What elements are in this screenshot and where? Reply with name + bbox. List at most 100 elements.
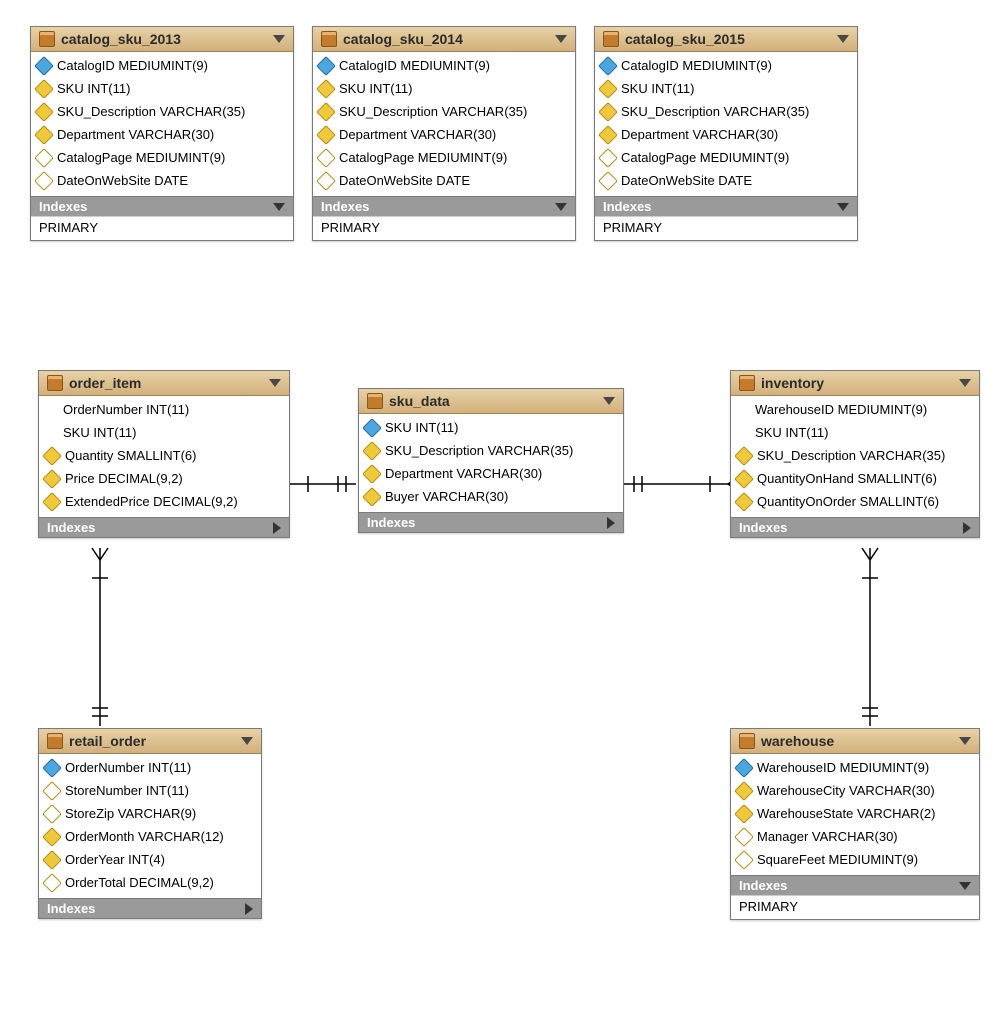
column-row[interactable]: SKU INT(11) [601, 77, 851, 100]
indexes-body[interactable]: PRIMARY [731, 895, 979, 919]
table-header[interactable]: inventory [731, 371, 979, 396]
column-row[interactable]: OrderNumber INT(11) [45, 756, 255, 779]
column-row[interactable]: StoreZip VARCHAR(9) [45, 802, 255, 825]
column-row[interactable]: Buyer VARCHAR(30) [365, 485, 617, 508]
indexes-header[interactable]: Indexes [595, 196, 857, 216]
column-row[interactable]: SKU INT(11) [45, 421, 283, 444]
table-title: catalog_sku_2013 [61, 31, 181, 47]
column-row[interactable]: SKU_Description VARCHAR(35) [365, 439, 617, 462]
indexes-body[interactable]: PRIMARY [595, 216, 857, 240]
indexes-header[interactable]: Indexes [39, 898, 261, 918]
column-label: CatalogID MEDIUMINT(9) [339, 57, 490, 74]
column-row[interactable]: CatalogPage MEDIUMINT(9) [319, 146, 569, 169]
column-row[interactable]: QuantityOnHand SMALLINT(6) [737, 467, 973, 490]
column-row[interactable]: Price DECIMAL(9,2) [45, 467, 283, 490]
column-row[interactable]: Department VARCHAR(30) [601, 123, 851, 146]
column-row[interactable]: OrderNumber INT(11) [45, 398, 283, 421]
table-header[interactable]: catalog_sku_2015 [595, 27, 857, 52]
indexes-header[interactable]: Indexes [731, 517, 979, 537]
column-row[interactable]: WarehouseCity VARCHAR(30) [737, 779, 973, 802]
columns-list: CatalogID MEDIUMINT(9) SKU INT(11)SKU_Des… [31, 52, 293, 196]
table-sku_data[interactable]: sku_dataSKU INT(11)SKU_Description VARCH… [358, 388, 624, 533]
column-row[interactable]: OrderTotal DECIMAL(9,2) [45, 871, 255, 894]
column-row[interactable]: SKU_Description VARCHAR(35) [737, 444, 973, 467]
indexes-header[interactable]: Indexes [359, 512, 623, 532]
collapse-icon[interactable] [837, 35, 849, 43]
column-row[interactable]: StoreNumber INT(11) [45, 779, 255, 802]
table-warehouse[interactable]: warehouseWarehouseID MEDIUMINT(9)Warehou… [730, 728, 980, 920]
column-row[interactable]: SKU INT(11) [319, 77, 569, 100]
indexes-header[interactable]: Indexes [39, 517, 289, 537]
collapse-icon[interactable] [241, 737, 253, 745]
table-header[interactable]: catalog_sku_2014 [313, 27, 575, 52]
column-row[interactable]: Quantity SMALLINT(6) [45, 444, 283, 467]
column-row[interactable]: OrderMonth VARCHAR(12) [45, 825, 255, 848]
indexes-body[interactable]: PRIMARY [31, 216, 293, 240]
indexes-label: Indexes [47, 901, 95, 916]
column-row[interactable]: WarehouseID MEDIUMINT(9) [737, 756, 973, 779]
column-row[interactable]: Manager VARCHAR(30) [737, 825, 973, 848]
collapse-icon[interactable] [959, 737, 971, 745]
column-label: CatalogID MEDIUMINT(9) [57, 57, 208, 74]
column-row[interactable]: CatalogPage MEDIUMINT(9) [601, 146, 851, 169]
column-type-icon [42, 492, 62, 512]
table-header[interactable]: retail_order [39, 729, 261, 754]
table-header[interactable]: catalog_sku_2013 [31, 27, 293, 52]
table-inventory[interactable]: inventoryWarehouseID MEDIUMINT(9)SKU INT… [730, 370, 980, 538]
column-row[interactable]: CatalogID MEDIUMINT(9) [37, 54, 287, 77]
indexes-header[interactable]: Indexes [31, 196, 293, 216]
column-type-icon [316, 56, 336, 76]
column-row[interactable]: QuantityOnOrder SMALLINT(6) [737, 490, 973, 513]
column-row[interactable]: DateOnWebSite DATE [37, 169, 287, 192]
collapse-icon[interactable] [555, 35, 567, 43]
column-type-icon [42, 781, 62, 801]
column-row[interactable]: SKU INT(11) [737, 421, 973, 444]
column-row[interactable]: WarehouseID MEDIUMINT(9) [737, 398, 973, 421]
table-header[interactable]: sku_data [359, 389, 623, 414]
column-row[interactable]: Department VARCHAR(30) [319, 123, 569, 146]
collapse-icon[interactable] [269, 379, 281, 387]
column-type-icon [362, 441, 382, 461]
column-row[interactable]: SKU_Description VARCHAR(35) [601, 100, 851, 123]
column-row[interactable]: DateOnWebSite DATE [601, 169, 851, 192]
column-row[interactable]: DateOnWebSite DATE [319, 169, 569, 192]
column-row[interactable]: WarehouseState VARCHAR(2) [737, 802, 973, 825]
indexes-header[interactable]: Indexes [313, 196, 575, 216]
column-row[interactable]: OrderYear INT(4) [45, 848, 255, 871]
table-catalog_sku_2013[interactable]: catalog_sku_2013 CatalogID MEDIUMINT(9) SK… [30, 26, 294, 241]
table-order_item[interactable]: order_itemOrderNumber INT(11)SKU INT(11)… [38, 370, 290, 538]
table-header[interactable]: warehouse [731, 729, 979, 754]
table-catalog_sku_2015[interactable]: catalog_sku_2015CatalogID MEDIUMINT(9)SK… [594, 26, 858, 241]
column-label: SKU_Description VARCHAR(35) [339, 103, 527, 120]
indexes-body[interactable]: PRIMARY [313, 216, 575, 240]
column-row[interactable]: Department VARCHAR(30) [37, 123, 287, 146]
erd-canvas: catalog_sku_2013CatalogID MEDIUMINT(9)SK… [0, 0, 1008, 1024]
table-retail_order[interactable]: retail_orderOrderNumber INT(11)StoreNumb… [38, 728, 262, 919]
column-label: CatalogPage MEDIUMINT(9) [57, 149, 225, 166]
collapse-icon[interactable] [959, 379, 971, 387]
table-header[interactable]: order_item [39, 371, 289, 396]
column-type-icon [34, 148, 54, 168]
column-type-icon [316, 79, 336, 99]
table-icon [39, 31, 55, 47]
column-row[interactable]: SKU_Description VARCHAR(35) [319, 100, 569, 123]
column-type-icon [598, 171, 618, 191]
column-type-icon [45, 427, 57, 439]
collapse-icon[interactable] [603, 397, 615, 405]
column-row[interactable]: Department VARCHAR(30) [365, 462, 617, 485]
table-icon [739, 733, 755, 749]
indexes-header[interactable]: Indexes [731, 875, 979, 895]
column-row[interactable]: ExtendedPrice DECIMAL(9,2) [45, 490, 283, 513]
column-row[interactable]: CatalogID MEDIUMINT(9) [319, 54, 569, 77]
column-row[interactable]: SKU INT(11) [365, 416, 617, 439]
columns-list: SKU INT(11)SKU_Description VARCHAR(35)De… [359, 414, 623, 512]
collapse-icon[interactable] [273, 35, 285, 43]
chevron-down-icon [959, 882, 971, 890]
column-row[interactable]: SKU INT(11) [37, 77, 287, 100]
column-row[interactable]: CatalogPage MEDIUMINT(9) [37, 146, 287, 169]
column-type-icon [34, 79, 54, 99]
table-catalog_sku_2014[interactable]: catalog_sku_2014 CatalogID MEDIUMINT(9) SK… [312, 26, 576, 241]
column-row[interactable]: SquareFeet MEDIUMINT(9) [737, 848, 973, 871]
column-row[interactable]: CatalogID MEDIUMINT(9) [601, 54, 851, 77]
column-row[interactable]: SKU_Description VARCHAR(35) [37, 100, 287, 123]
